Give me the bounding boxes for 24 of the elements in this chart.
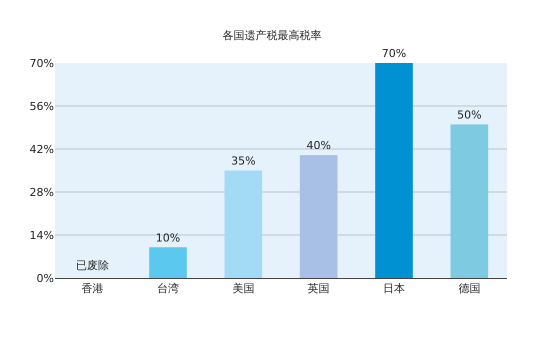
data-label: 70% — [382, 47, 406, 60]
y-tick-label: 56% — [30, 100, 54, 113]
data-label: 50% — [457, 108, 482, 122]
data-label: 35% — [231, 154, 256, 168]
bar — [450, 124, 488, 278]
x-tick-label: 香港 — [82, 282, 104, 296]
y-tick-label: 0% — [36, 272, 54, 285]
x-tick-label: 德国 — [458, 282, 480, 296]
data-label: 10% — [156, 231, 180, 244]
bar — [300, 155, 338, 278]
chart-title: 各国遗产税最高税率 — [222, 28, 322, 42]
y-tick-label: 42% — [30, 142, 54, 156]
data-label: 40% — [306, 139, 331, 152]
x-tick-label: 日本 — [383, 282, 405, 296]
bar — [149, 247, 187, 278]
x-tick-label: 美国 — [232, 282, 254, 296]
x-tick-label: 台湾 — [157, 282, 179, 296]
annotation: 已废除 — [76, 259, 109, 272]
y-tick-label: 14% — [30, 228, 54, 242]
y-tick-label: 28% — [30, 186, 54, 199]
x-tick-label: 英国 — [308, 282, 330, 296]
y-tick-label: 70% — [30, 56, 54, 70]
bar — [375, 63, 413, 278]
bar — [224, 170, 262, 278]
